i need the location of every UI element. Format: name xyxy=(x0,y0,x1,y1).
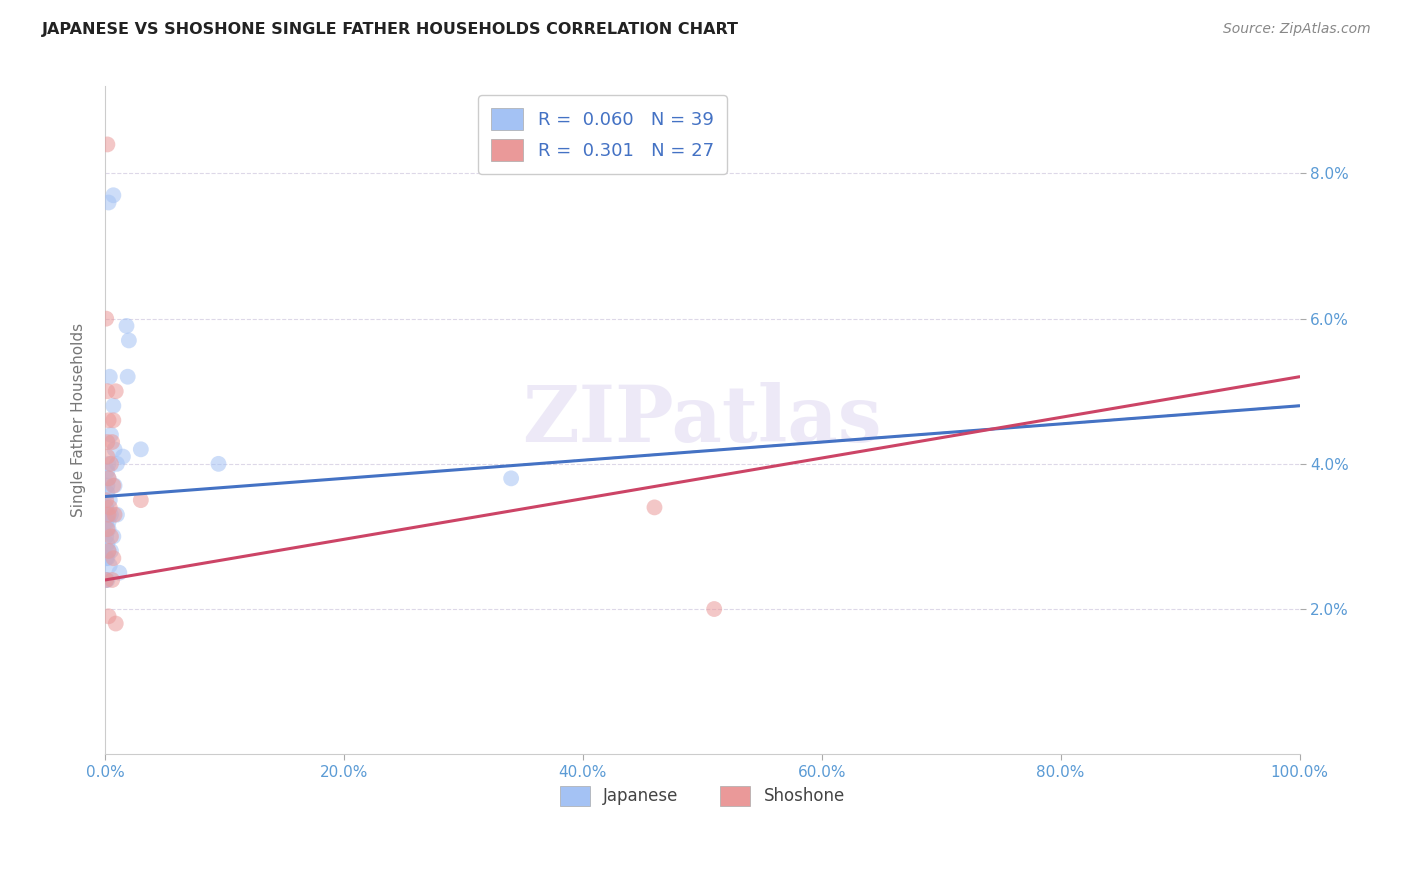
Point xyxy=(100,529,122,543)
Point xyxy=(98,558,121,573)
Point xyxy=(103,529,125,543)
Legend: Japanese, Shoshone: Japanese, Shoshone xyxy=(553,779,852,813)
Point xyxy=(96,529,118,543)
Point xyxy=(115,318,138,333)
Point xyxy=(96,551,118,566)
Point xyxy=(96,384,118,399)
Point xyxy=(703,602,725,616)
Point xyxy=(100,544,122,558)
Point xyxy=(96,137,118,152)
Point xyxy=(96,311,118,326)
Point xyxy=(103,399,125,413)
Point xyxy=(97,609,120,624)
Point xyxy=(501,471,523,485)
Point xyxy=(97,522,120,536)
Point xyxy=(97,515,120,529)
Point xyxy=(103,188,125,202)
Point xyxy=(643,500,665,515)
Point xyxy=(105,457,128,471)
Point xyxy=(97,195,120,210)
Point xyxy=(98,369,121,384)
Point xyxy=(96,573,118,587)
Point xyxy=(96,464,118,478)
Point xyxy=(118,334,141,348)
Point xyxy=(103,413,125,427)
Text: ZIPatlas: ZIPatlas xyxy=(523,383,882,458)
Point xyxy=(117,369,139,384)
Point xyxy=(96,450,118,464)
Point xyxy=(103,478,125,492)
Point xyxy=(96,573,118,587)
Point xyxy=(97,544,120,558)
Point xyxy=(96,435,118,450)
Point xyxy=(97,413,120,427)
Text: Source: ZipAtlas.com: Source: ZipAtlas.com xyxy=(1223,22,1371,37)
Point xyxy=(96,500,118,515)
Text: JAPANESE VS SHOSHONE SINGLE FATHER HOUSEHOLDS CORRELATION CHART: JAPANESE VS SHOSHONE SINGLE FATHER HOUSE… xyxy=(42,22,740,37)
Y-axis label: Single Father Households: Single Father Households xyxy=(72,323,86,517)
Point xyxy=(96,508,118,522)
Point xyxy=(96,515,118,529)
Point xyxy=(96,522,118,536)
Point xyxy=(103,478,125,492)
Point xyxy=(96,573,118,587)
Point xyxy=(104,384,127,399)
Point xyxy=(207,457,229,471)
Point xyxy=(98,500,121,515)
Point xyxy=(97,471,120,485)
Point xyxy=(103,551,125,566)
Point xyxy=(97,544,120,558)
Point xyxy=(103,442,125,457)
Point xyxy=(98,493,121,508)
Point xyxy=(96,551,118,566)
Point xyxy=(97,471,120,485)
Point xyxy=(96,478,118,492)
Point xyxy=(108,566,131,580)
Point xyxy=(105,508,128,522)
Point xyxy=(96,493,118,508)
Point xyxy=(103,508,125,522)
Point xyxy=(111,450,134,464)
Point xyxy=(100,457,122,471)
Point xyxy=(96,486,118,500)
Point xyxy=(101,435,124,450)
Point xyxy=(97,508,120,522)
Point xyxy=(100,508,122,522)
Point xyxy=(129,493,152,508)
Point xyxy=(129,442,152,457)
Point xyxy=(100,427,122,442)
Point xyxy=(96,537,118,551)
Point xyxy=(104,616,127,631)
Point xyxy=(97,457,120,471)
Point xyxy=(101,573,124,587)
